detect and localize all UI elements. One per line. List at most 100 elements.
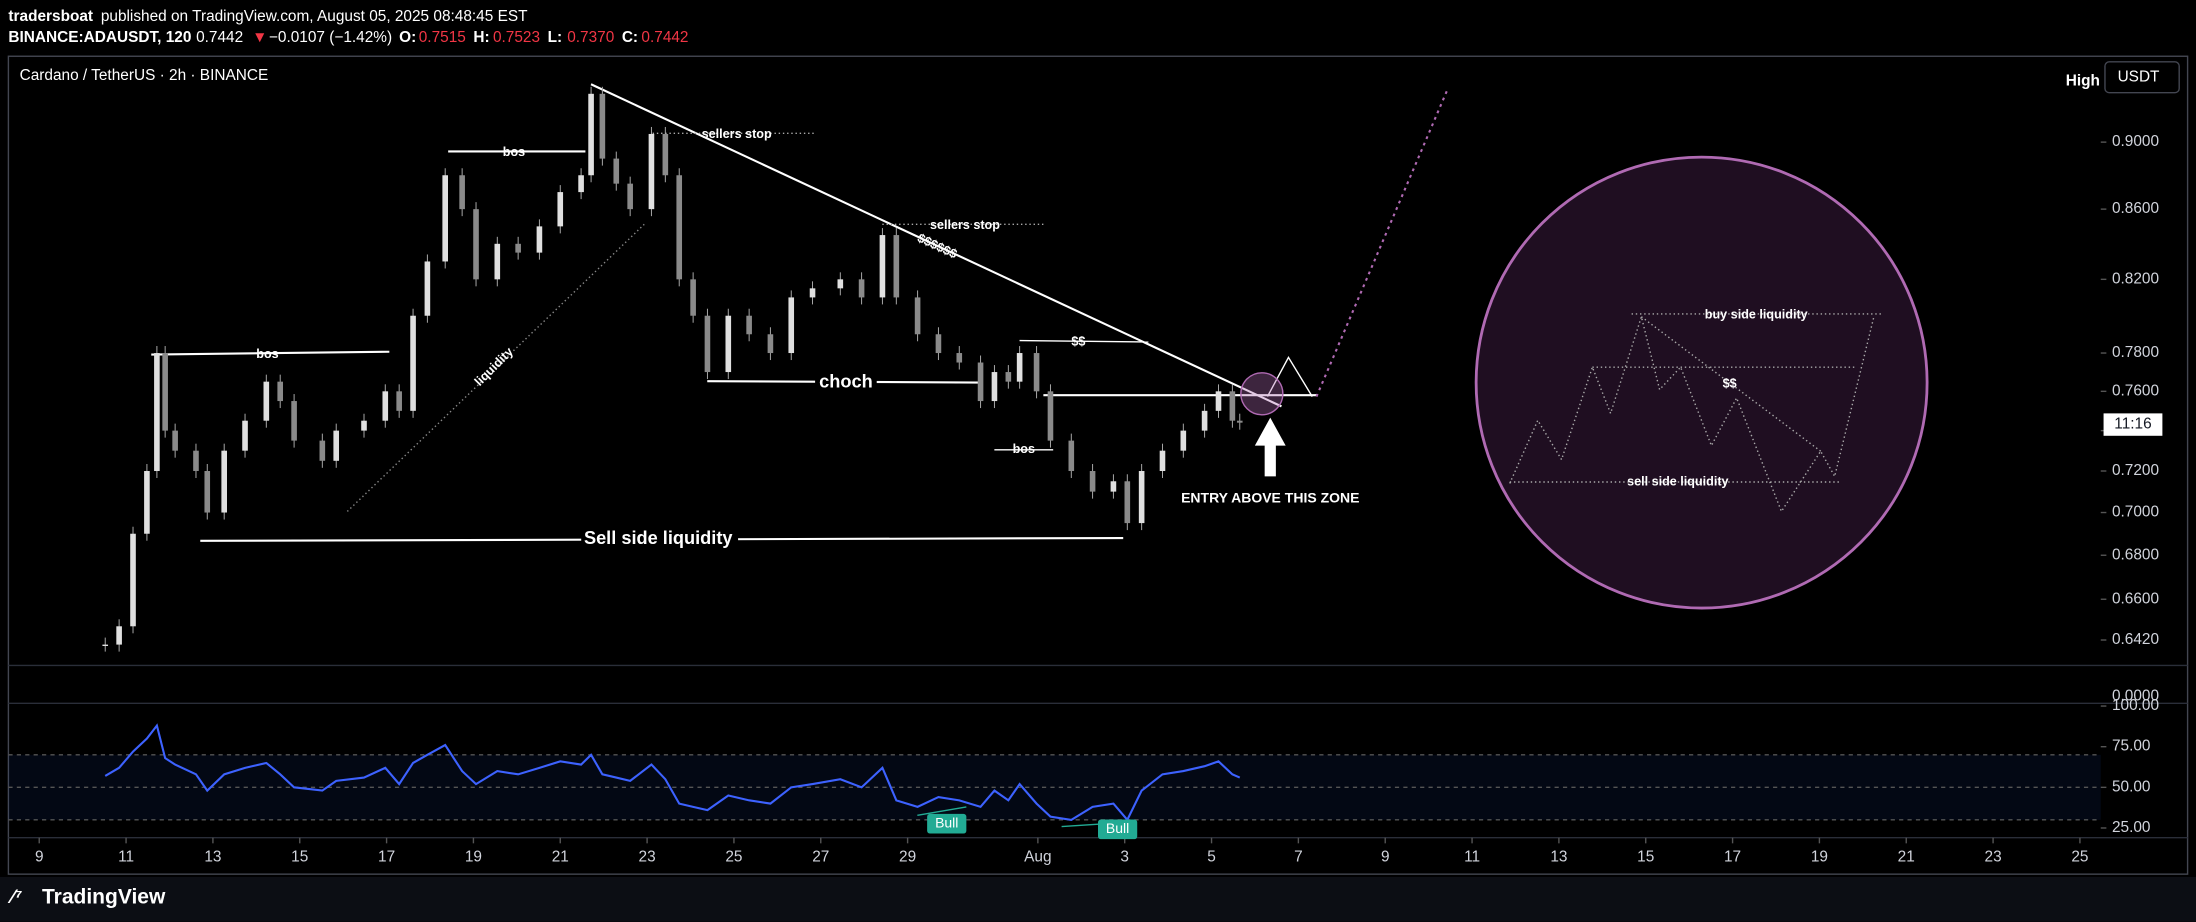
x-tick-label: 17: [1724, 848, 1741, 865]
candle: [130, 533, 136, 627]
liquidity-circle: [1474, 155, 1929, 610]
ohlc-label: L:: [548, 29, 563, 46]
candle: [809, 288, 816, 298]
entry-zone: [1240, 372, 1284, 416]
x-tick-label: 3: [1120, 848, 1129, 865]
footer: [0, 876, 2196, 922]
ohlc-value: 0.7370: [567, 29, 614, 46]
candle: [1068, 440, 1075, 472]
candle: [116, 626, 122, 645]
x-tick-label: 27: [812, 848, 829, 865]
x-tick-label: 11: [118, 848, 134, 865]
candle: [1047, 391, 1054, 441]
candle: [557, 192, 564, 227]
x-tick-label: 29: [899, 848, 916, 865]
candle: [725, 315, 732, 373]
high-label: High: [2066, 73, 2100, 90]
candle: [515, 243, 521, 253]
x-tick-label: 25: [2071, 848, 2088, 865]
candle: [102, 644, 109, 647]
annotation: choch: [819, 371, 873, 391]
candle: [690, 279, 696, 316]
candle: [1229, 391, 1236, 421]
candle: [956, 353, 963, 363]
annotation: $$: [1723, 376, 1737, 390]
x-tick-label: 13: [1550, 848, 1567, 865]
x-tick-label: Aug: [1024, 848, 1051, 865]
zero-label: 0.0000: [2112, 687, 2159, 704]
candle: [382, 391, 389, 421]
currency[interactable]: USDT: [2118, 68, 2160, 85]
x-tick-label: 9: [1381, 848, 1390, 865]
candle: [837, 279, 844, 289]
candle: [221, 450, 227, 513]
candle: [424, 261, 431, 316]
x-tick-label: 9: [35, 848, 44, 865]
annotation: bos: [1013, 442, 1035, 456]
annotation: Bull: [1106, 820, 1129, 836]
candle: [291, 401, 297, 441]
candle: [277, 381, 284, 402]
candle: [578, 175, 584, 193]
change: −0.0107 (−1.42%): [269, 29, 392, 46]
candle: [1180, 430, 1187, 451]
candle: [935, 334, 942, 354]
candle: [977, 362, 984, 402]
chart-frame: [7, 55, 2189, 875]
candle: [193, 450, 199, 472]
candle: [442, 175, 448, 262]
rsi-tick-label: 75.00: [2112, 738, 2151, 755]
y-tick-label: 0.7600: [2112, 382, 2159, 399]
annotation: Sell side liquidity: [584, 528, 733, 548]
candle: [1110, 481, 1117, 492]
candle: [1016, 353, 1023, 382]
y-tick-label: 0.6420: [2112, 631, 2159, 648]
divergence: [917, 806, 967, 817]
candle: [1236, 420, 1243, 423]
candle: [767, 334, 774, 354]
x-tick-label: 15: [291, 848, 308, 865]
x-tick-label: 21: [1898, 848, 1915, 865]
candle: [662, 133, 669, 176]
candle: [1215, 391, 1222, 411]
y-tick-label: 0.7200: [2112, 462, 2159, 479]
ohlc-value: 0.7523: [493, 29, 540, 46]
candle: [788, 297, 795, 354]
trendline: [590, 83, 1282, 408]
candle: [893, 235, 900, 298]
annotation: bos: [256, 347, 278, 361]
x-tick-label: 13: [204, 848, 221, 865]
y-tick-label: 0.9000: [2112, 133, 2159, 150]
x-tick-label: 5: [1207, 848, 1216, 865]
candle: [746, 315, 752, 335]
ohlc-value: 0.7442: [641, 29, 688, 46]
candle: [704, 315, 711, 373]
x-tick-label: 23: [639, 848, 656, 865]
candle: [242, 420, 248, 451]
candle: [536, 226, 543, 253]
label-bg: [815, 369, 877, 394]
candle: [154, 353, 160, 472]
candle: [162, 353, 168, 431]
candle: [396, 391, 402, 411]
candle: [1124, 481, 1131, 524]
rsi-line: [104, 723, 1241, 822]
author: tradersboat: [8, 8, 93, 25]
candle: [648, 133, 655, 210]
annotation: ENTRY ABOVE THIS ZONE: [1181, 490, 1359, 506]
y-tick-label: 0.6600: [2112, 590, 2159, 607]
candle: [494, 243, 501, 280]
candle: [588, 93, 594, 176]
logo: ⁄⁷: [7, 886, 22, 908]
currency-button[interactable]: [2104, 61, 2180, 94]
candle: [858, 279, 865, 298]
rsi-tick-label: 50.00: [2112, 778, 2151, 795]
bos-line: [151, 350, 390, 356]
symbol: BINANCE:ADAUSDT, 120: [8, 29, 191, 46]
rsi-tick-label: 100.00: [2112, 697, 2159, 714]
x-tick-label: 25: [725, 848, 742, 865]
countdown-box: [2103, 413, 2163, 436]
candle: [879, 235, 886, 298]
candle: [172, 430, 178, 451]
